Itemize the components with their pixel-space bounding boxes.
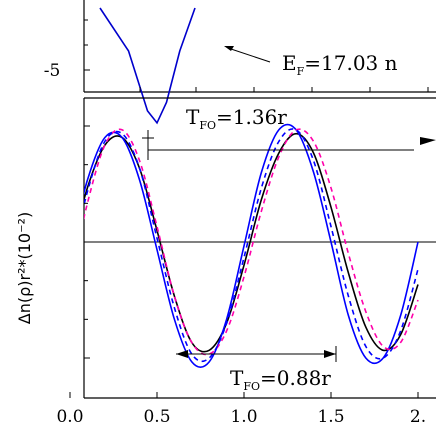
x-tick-label: 0.0 [56, 407, 83, 427]
top-annotation-text: EF=17.03 n [282, 51, 398, 78]
x-tick-label: 2. [410, 407, 426, 427]
period-annotation-upper: TFO=1.36r [186, 105, 287, 132]
top-series-line [99, 7, 196, 125]
period-annotation-lower: TFO=0.88r [230, 366, 331, 393]
bottom-panel: 0.0 0.5 1.0 1.5 2. TFO=1.36r TFO=0.88r Δn(ρ)r… [15, 97, 436, 427]
y-axis-label: Δn(ρ)r²*(10⁻²) [15, 212, 34, 324]
lower-period-arrowhead-right [324, 350, 336, 358]
x-tick-label: 1.5 [317, 407, 344, 427]
x-tick-label: 0.5 [143, 407, 170, 427]
top-panel: -5 EF=17.03 n [44, 0, 436, 125]
top-y-tick-label: -5 [44, 61, 61, 81]
upper-period-arrowhead [420, 137, 436, 145]
series-line-1 [84, 132, 419, 353]
series-line-2 [84, 123, 419, 369]
lower-period-arrowhead-left [176, 350, 188, 358]
x-tick-label: 1.0 [230, 407, 257, 427]
top-annotation-arrow [227, 47, 271, 63]
top-annotation-arrowhead [224, 46, 234, 51]
series-line-3 [84, 128, 419, 356]
